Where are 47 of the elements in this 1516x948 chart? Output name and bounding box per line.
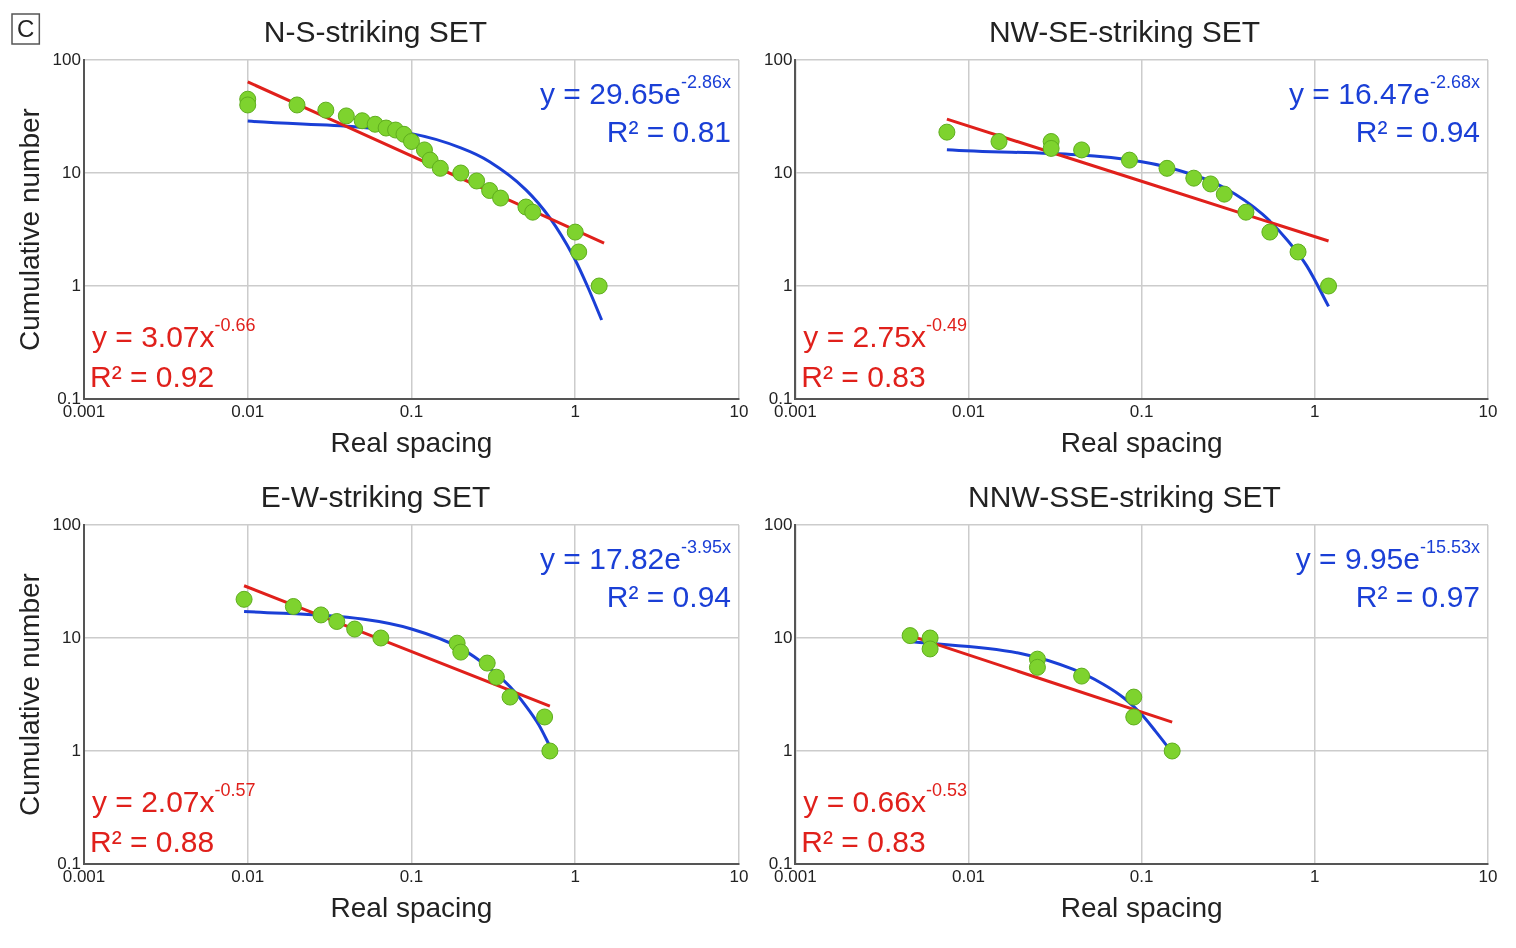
x-tick-label: 1 — [570, 401, 580, 421]
x-tick-label: 0.01 — [231, 866, 265, 886]
text: C — [17, 14, 35, 42]
x-tick-label: 0.1 — [399, 866, 424, 886]
annotation: R² = 0.92 — [89, 360, 215, 393]
y-tick-label: 1 — [782, 275, 793, 295]
x-axis-title: Real spacing — [330, 891, 493, 923]
y-tick-label: 1 — [782, 740, 793, 760]
x-axis-title: Real spacing — [1060, 426, 1223, 458]
x-axis-title: Real spacing — [1060, 891, 1223, 923]
x-tick-label: 0.01 — [951, 401, 986, 421]
x-tick-label: 10 — [1478, 866, 1498, 886]
annotation: R² = 0.94 — [606, 580, 731, 613]
chart-title: NNW-SSE-striking SET — [968, 480, 1281, 514]
x-tick-label: 1 — [570, 866, 580, 886]
y-tick-label: 10 — [773, 162, 793, 182]
x-tick-label: 0.1 — [1129, 401, 1154, 421]
x-tick-label: 0.1 — [1129, 866, 1154, 886]
annotation: R² = 0.88 — [89, 825, 215, 858]
x-tick-label: 0.1 — [399, 401, 424, 421]
x-tick-label: 0.01 — [951, 866, 986, 886]
annotation: R² = 0.97 — [1355, 580, 1480, 613]
annotation: R² = 0.83 — [801, 825, 926, 858]
annotation: R² = 0.83 — [801, 360, 926, 393]
x-tick-label: 1 — [1310, 401, 1320, 421]
y-axis-title: Cumulative number — [13, 573, 45, 816]
y-tick-label: 1 — [71, 275, 81, 295]
x-axis-title: Real spacing — [330, 426, 493, 458]
y-axis-title: Cumulative number — [13, 108, 45, 351]
y-tick-label: 100 — [763, 514, 793, 534]
chart-title: N-S-striking SET — [263, 15, 488, 49]
y-tick-label: 100 — [52, 49, 81, 69]
annotation: R² = 0.81 — [606, 115, 731, 148]
x-tick-label: 0.01 — [231, 401, 265, 421]
chart-title: E-W-striking SET — [260, 480, 491, 514]
x-tick-label: 10 — [1478, 401, 1498, 421]
y-tick-label: 1 — [71, 740, 81, 760]
x-tick-label: 1 — [1310, 866, 1320, 886]
y-tick-label: 10 — [773, 627, 793, 647]
annotation: R² = 0.94 — [1355, 115, 1480, 148]
x-tick-label: 10 — [729, 866, 749, 886]
chart-title: NW-SE-striking SET — [988, 15, 1261, 49]
y-tick-label: 100 — [52, 514, 81, 534]
x-tick-label: 10 — [729, 401, 749, 421]
y-tick-label: 10 — [62, 627, 81, 647]
y-tick-label: 100 — [763, 49, 793, 69]
y-tick-label: 10 — [62, 162, 81, 182]
